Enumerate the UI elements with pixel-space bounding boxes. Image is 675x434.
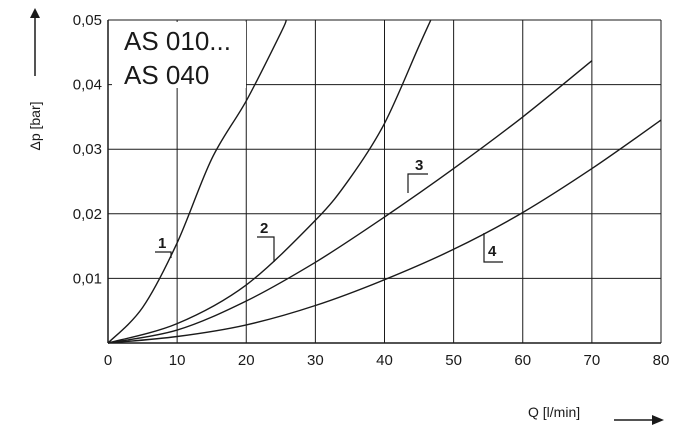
curve-label-3: 3 xyxy=(415,157,423,174)
x-tick-label-7: 70 xyxy=(584,352,601,369)
y-axis-label: Δp [bar] xyxy=(27,101,43,150)
curve-label-1: 1 xyxy=(158,235,166,252)
title-line-1: AS 010... xyxy=(124,26,231,56)
y-tick-label-1: 0,02 xyxy=(73,206,102,223)
y-tick-label-3: 0,04 xyxy=(73,77,102,94)
curve-label-leader-1 xyxy=(155,251,172,258)
y-tick-label-4: 0,05 xyxy=(73,12,102,29)
curve-4 xyxy=(107,119,662,344)
curve-label-4: 4 xyxy=(488,243,497,260)
x-axis-label: Q [l/min] xyxy=(528,404,580,420)
curve-label-leader-2 xyxy=(257,236,275,262)
curve-1 xyxy=(107,19,287,344)
x-axis-title: Q [l/min] xyxy=(528,404,664,425)
x-tick-label-8: 80 xyxy=(653,352,670,369)
title-line-2: AS 040 xyxy=(124,60,209,90)
x-tick-label-6: 60 xyxy=(514,352,531,369)
x-tick-label-3: 30 xyxy=(307,352,324,369)
curve-label-leader-3 xyxy=(407,173,428,193)
y-axis-arrow-icon xyxy=(30,8,40,18)
curve-3 xyxy=(107,60,593,344)
y-tick-label-0: 0,01 xyxy=(73,270,102,287)
y-axis-title: Δp [bar] xyxy=(27,8,43,151)
curve-2 xyxy=(107,19,432,344)
curve-label-2: 2 xyxy=(260,220,268,237)
x-tick-label-5: 50 xyxy=(445,352,462,369)
x-axis-arrow-icon xyxy=(652,415,664,425)
x-tick-label-1: 10 xyxy=(169,352,186,369)
title-background xyxy=(112,22,246,88)
curves xyxy=(107,19,662,344)
x-tick-label-2: 20 xyxy=(238,352,255,369)
curve-label-leader-4 xyxy=(483,233,503,263)
x-tick-label-4: 40 xyxy=(376,352,393,369)
y-tick-label-2: 0,03 xyxy=(73,141,102,158)
axes xyxy=(107,20,661,344)
curve-label-leaders: 1 2 3 4 xyxy=(155,157,503,263)
tick-labels: 0 10 20 30 40 50 60 70 80 0,01 0,02 0,03 0,04 0,05 xyxy=(73,12,670,369)
x-tick-label-0: 0 xyxy=(104,352,112,369)
